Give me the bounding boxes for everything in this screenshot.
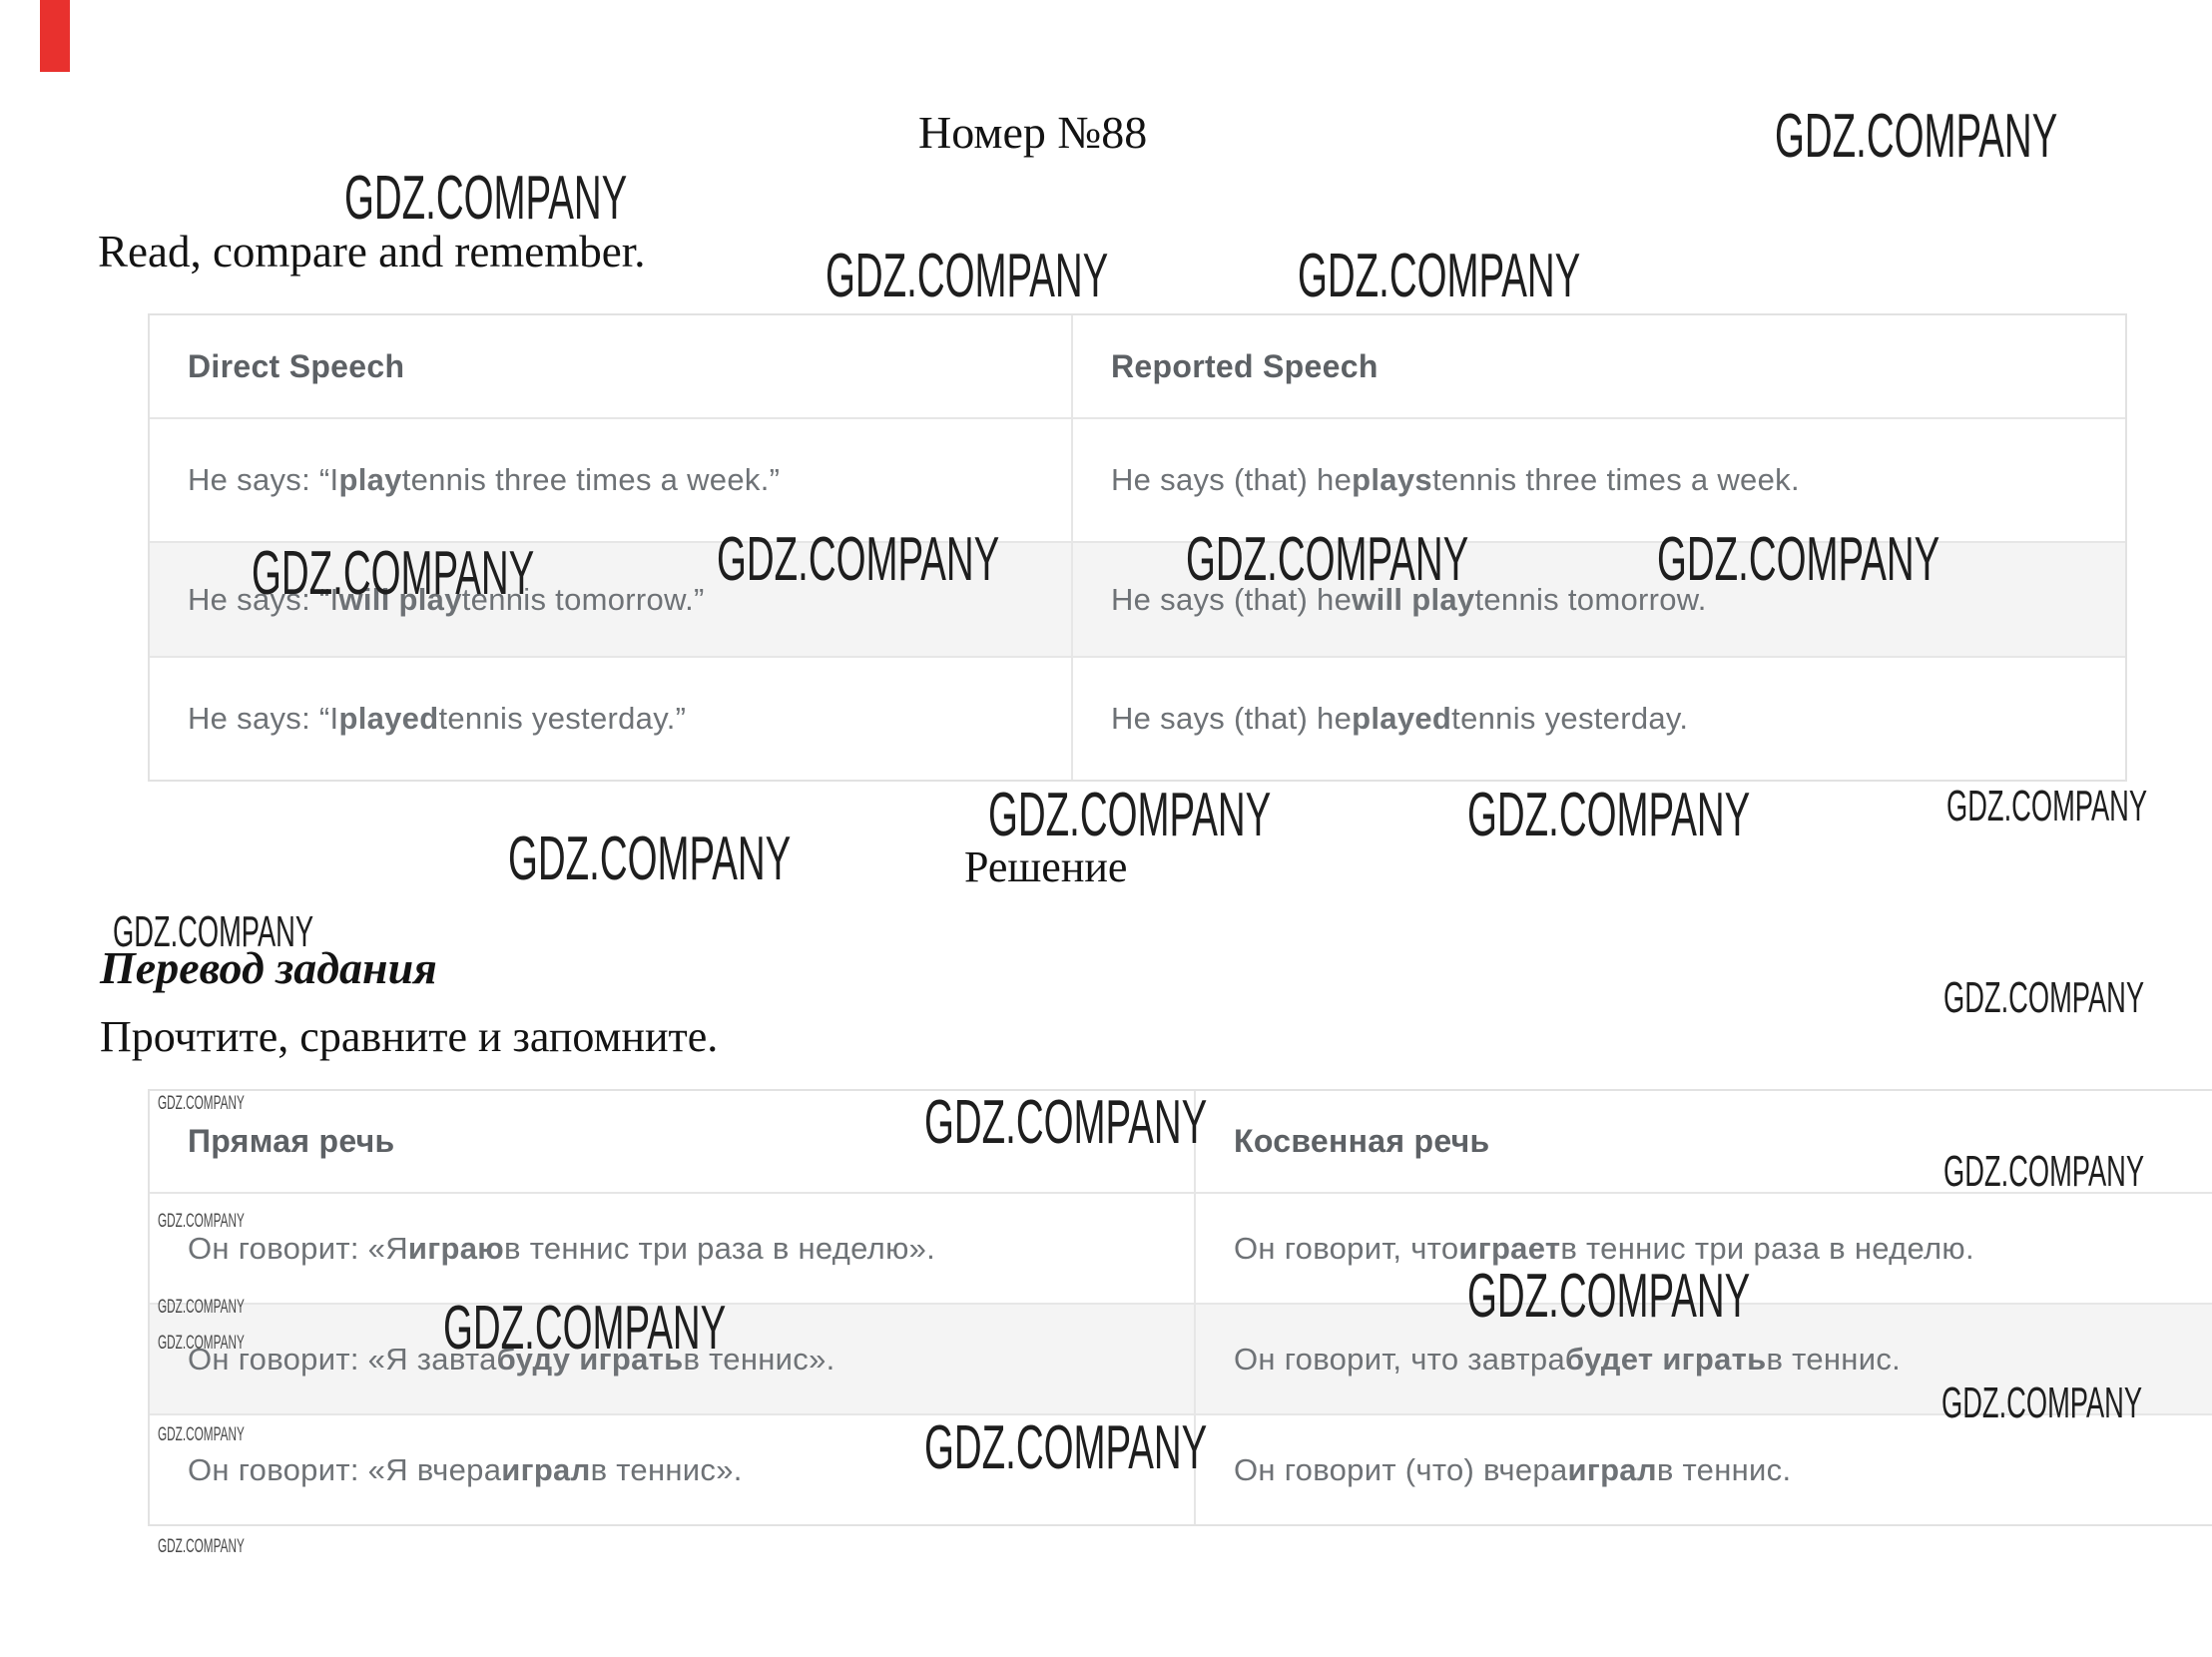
gdz-watermark: GDZ.COMPANY	[158, 1333, 245, 1354]
solution-heading: Решение	[964, 842, 1128, 891]
gdz-watermark: GDZ.COMPANY	[1943, 973, 2145, 1022]
table-cell: Он говорит: «Я завта буду играть в тенни…	[150, 1303, 1194, 1413]
gdz-watermark: GDZ.COMPANY	[113, 907, 314, 956]
gdz-watermark: GDZ.COMPANY	[1467, 1262, 1751, 1331]
task-heading: Read, compare and remember.	[98, 227, 646, 276]
gdz-watermark: GDZ.COMPANY	[158, 1424, 245, 1445]
table-cell: He says (that) he played tennis yesterda…	[1071, 656, 2125, 780]
table-cell: Он говорит, что играет в теннис три раза…	[1194, 1192, 2212, 1303]
gdz-watermark: GDZ.COMPANY	[1186, 525, 1469, 594]
table1-header-reported-speech: Reported Speech	[1071, 315, 2125, 417]
gdz-watermark: GDZ.COMPANY	[1946, 782, 2148, 830]
gdz-watermark: GDZ.COMPANY	[717, 525, 1000, 594]
gdz-watermark: GDZ.COMPANY	[1775, 102, 2058, 171]
gdz-watermark: GDZ.COMPANY	[1467, 781, 1751, 849]
table-cell: Он говорит (что) вчера играл в теннис.	[1194, 1413, 2212, 1524]
gdz-watermark: GDZ.COMPANY	[443, 1294, 727, 1363]
gdz-watermark: GDZ.COMPANY	[508, 825, 792, 893]
table-cell: Он говорит, что завтра будет играть в те…	[1194, 1303, 2212, 1413]
gdz-watermark: GDZ.COMPANY	[1941, 1379, 2143, 1427]
table1-header-direct-speech: Direct Speech	[188, 347, 405, 384]
gdz-watermark: GDZ.COMPANY	[988, 781, 1272, 849]
gdz-watermark: GDZ.COMPANY	[252, 539, 535, 608]
table-cell: Он говорит: «Я играю в теннис три раза в…	[150, 1192, 1194, 1303]
gdz-watermark: GDZ.COMPANY	[1657, 525, 1940, 594]
table-cell: He says (that) he plays tennis three tim…	[1071, 417, 2125, 541]
translation-task-text: Прочтите, сравните и запомните.	[100, 1012, 719, 1061]
gdz-watermark: GDZ.COMPANY	[826, 242, 1109, 310]
table-cell: Он говорит: «Я вчера играл в теннис».	[150, 1413, 1194, 1524]
table2-header-direct-speech: Прямая речь	[188, 1123, 395, 1159]
direct-speech-table: Direct Speech Reported Speech He says: “…	[148, 313, 2127, 782]
gdz-watermark: GDZ.COMPANY	[158, 1211, 245, 1232]
table-cell: He says: “I play tennis three times a we…	[150, 417, 1071, 541]
gdz-watermark: GDZ.COMPANY	[924, 1413, 1208, 1482]
gdz-watermark: GDZ.COMPANY	[158, 1536, 245, 1557]
table-cell: He says (that) he will play tennis tomor…	[1071, 541, 2125, 656]
page-title: Номер №88	[918, 107, 1148, 158]
table2-header-reported-speech: Косвенная речь	[1194, 1091, 2212, 1192]
gdz-watermark: GDZ.COMPANY	[158, 1093, 245, 1114]
table-cell: He says: “I will play tennis tomorrow.”	[150, 541, 1071, 656]
gdz-watermark: GDZ.COMPANY	[924, 1088, 1208, 1157]
table-cell: He says: “I played tennis yesterday.”	[150, 656, 1071, 780]
gdz-watermark: GDZ.COMPANY	[158, 1297, 245, 1318]
gdz-watermark: GDZ.COMPANY	[1943, 1147, 2145, 1196]
translation-heading: Перевод задания	[100, 942, 437, 993]
russian-speech-table: Прямая речь Косвенная речь Он говорит: «…	[148, 1089, 2212, 1526]
gdz-watermark: GDZ.COMPANY	[1298, 242, 1581, 310]
gdz-watermark: GDZ.COMPANY	[344, 164, 628, 233]
red-marker	[40, 0, 70, 72]
